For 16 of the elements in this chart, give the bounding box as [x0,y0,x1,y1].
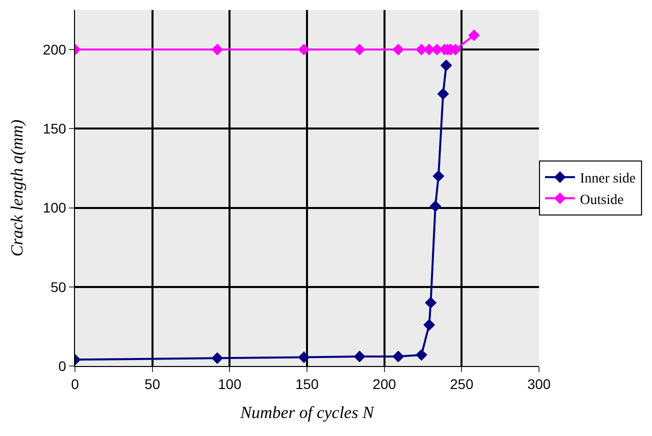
x-tick-label: 50 [144,376,160,392]
y-tick-label: 50 [50,278,66,295]
x-tick-label: 200 [372,376,396,392]
x-axis-title: Number of cycles N [239,403,376,422]
x-tick-label: 150 [295,376,319,392]
y-tick-label: 0 [58,358,66,374]
y-tick-label: 200 [42,41,66,58]
x-tick-label: 0 [71,376,80,392]
y-tick-label: 100 [42,200,66,216]
y-tick-label: 150 [42,120,66,137]
x-tick-label: 100 [218,376,242,392]
y-axis-title: Crack length a(mm) [7,119,26,256]
legend-label: Outside [580,192,624,208]
x-tick-label: 250 [450,376,474,392]
x-tick-label: 300 [527,376,551,392]
legend-label: Inner side [580,172,636,187]
